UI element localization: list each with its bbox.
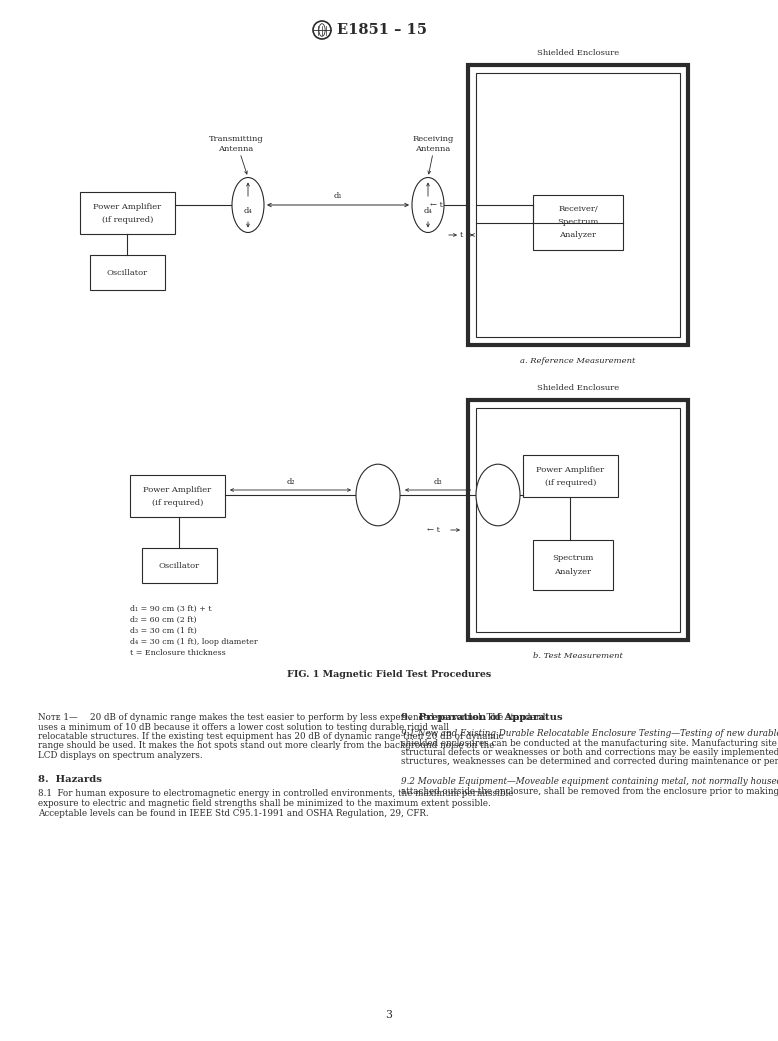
Text: Oscillator: Oscillator [159,562,200,570]
Text: Analyzer: Analyzer [555,568,591,576]
Text: E1851 – 15: E1851 – 15 [337,23,427,37]
Text: d₂ = 60 cm (2 ft): d₂ = 60 cm (2 ft) [130,616,197,624]
Ellipse shape [356,464,400,526]
Text: d₃: d₃ [433,478,443,486]
Ellipse shape [412,178,444,232]
Text: b. Test Measurement: b. Test Measurement [533,652,623,660]
Text: d₂: d₂ [286,478,295,486]
Text: shielded enclosures can be conducted at the manufacturing site. Manufacturing si: shielded enclosures can be conducted at … [401,738,778,747]
Text: relocatable structures. If the existing test equipment has 20 dB of dynamic rang: relocatable structures. If the existing … [38,732,503,741]
Text: Spectrum: Spectrum [552,554,594,562]
Text: Antenna: Antenna [415,145,450,153]
Text: 9.  Preparation of Apparatus: 9. Preparation of Apparatus [401,713,562,722]
Text: Transmitting: Transmitting [209,135,264,143]
Text: Power Amplifier: Power Amplifier [537,466,605,474]
Text: Spectrum: Spectrum [557,218,599,226]
Text: d₁: d₁ [334,192,342,200]
Text: exposure to electric and magnetic field strengths shall be minimized to the maxi: exposure to electric and magnetic field … [38,799,491,808]
Text: d₄: d₄ [424,207,433,215]
Text: d₄ = 30 cm (1 ft), loop diameter: d₄ = 30 cm (1 ft), loop diameter [130,638,258,646]
Bar [523,455,618,497]
Text: ← t: ← t [427,526,440,534]
Text: t: t [460,231,463,239]
Bar [80,192,175,234]
Text: Oscillator: Oscillator [107,269,148,277]
Text: LCD displays on spectrum analyzers.: LCD displays on spectrum analyzers. [38,751,202,760]
Text: range should be used. It makes the hot spots stand out more clearly from the bac: range should be used. It makes the hot s… [38,741,494,751]
Ellipse shape [476,464,520,526]
Text: (if required): (if required) [152,499,203,507]
Text: Antenna: Antenna [219,145,254,153]
Text: ← t: ← t [430,201,443,209]
Bar [533,195,623,250]
Text: 3: 3 [386,1010,392,1020]
Text: structures, weaknesses can be determined and corrected during maintenance or per: structures, weaknesses can be determined… [401,758,778,766]
Bar [533,540,613,590]
Text: 20 dB of dynamic range makes the test easier to perform by less experienced pers: 20 dB of dynamic range makes the test ea… [90,713,545,722]
Text: Shielded Enclosure: Shielded Enclosure [537,49,619,57]
Text: FIG. 1 Magnetic Field Test Procedures: FIG. 1 Magnetic Field Test Procedures [287,670,491,679]
Text: 9.1 New and Existing Durable Relocatable Enclosure Testing—Testing of new durabl: 9.1 New and Existing Durable Relocatable… [401,729,778,738]
Text: (if required): (if required) [102,215,153,224]
Bar [142,548,217,583]
Text: attached outside the enclosure, shall be removed from the enclosure prior to mak: attached outside the enclosure, shall be… [401,787,778,795]
Text: t = Enclosure thickness: t = Enclosure thickness [130,649,226,657]
Bar [130,475,225,517]
Text: structural defects or weaknesses or both and corrections may be easily implement: structural defects or weaknesses or both… [401,748,778,757]
Ellipse shape [232,178,264,232]
Bar [468,65,688,345]
Text: 8.  Hazards: 8. Hazards [38,775,102,784]
Text: d₁ = 90 cm (3 ft) + t: d₁ = 90 cm (3 ft) + t [130,605,212,613]
Text: Analyzer: Analyzer [559,231,597,239]
Text: 9.2 Movable Equipment—Moveable equipment containing metal, not normally housed i: 9.2 Movable Equipment—Moveable equipment… [401,777,778,786]
Text: Power Amplifier: Power Amplifier [93,203,162,211]
Text: Receiver/: Receiver/ [558,205,598,213]
Bar [476,73,680,337]
Text: (if required): (if required) [545,479,596,487]
Bar [468,400,688,640]
Text: Power Amplifier: Power Amplifier [143,486,212,494]
Bar [476,408,680,632]
Text: 8.1  For human exposure to electromagnetic energy in controlled environments, th: 8.1 For human exposure to electromagneti… [38,789,513,798]
Text: Receiving: Receiving [412,135,454,143]
Bar [90,255,165,290]
Text: Nᴏᴛᴇ 1—: Nᴏᴛᴇ 1— [38,713,78,722]
Text: Acceptable levels can be found in IEEE Std C95.1-1991 and OSHA Regulation, 29, C: Acceptable levels can be found in IEEE S… [38,809,429,817]
Text: uses a minimum of 10 dB because it offers a lower cost solution to testing durab: uses a minimum of 10 dB because it offer… [38,722,449,732]
Text: a. Reference Measurement: a. Reference Measurement [520,357,636,365]
Text: d₃ = 30 cm (1 ft): d₃ = 30 cm (1 ft) [130,627,197,635]
Text: Shielded Enclosure: Shielded Enclosure [537,384,619,392]
Text: d₄: d₄ [244,207,252,215]
